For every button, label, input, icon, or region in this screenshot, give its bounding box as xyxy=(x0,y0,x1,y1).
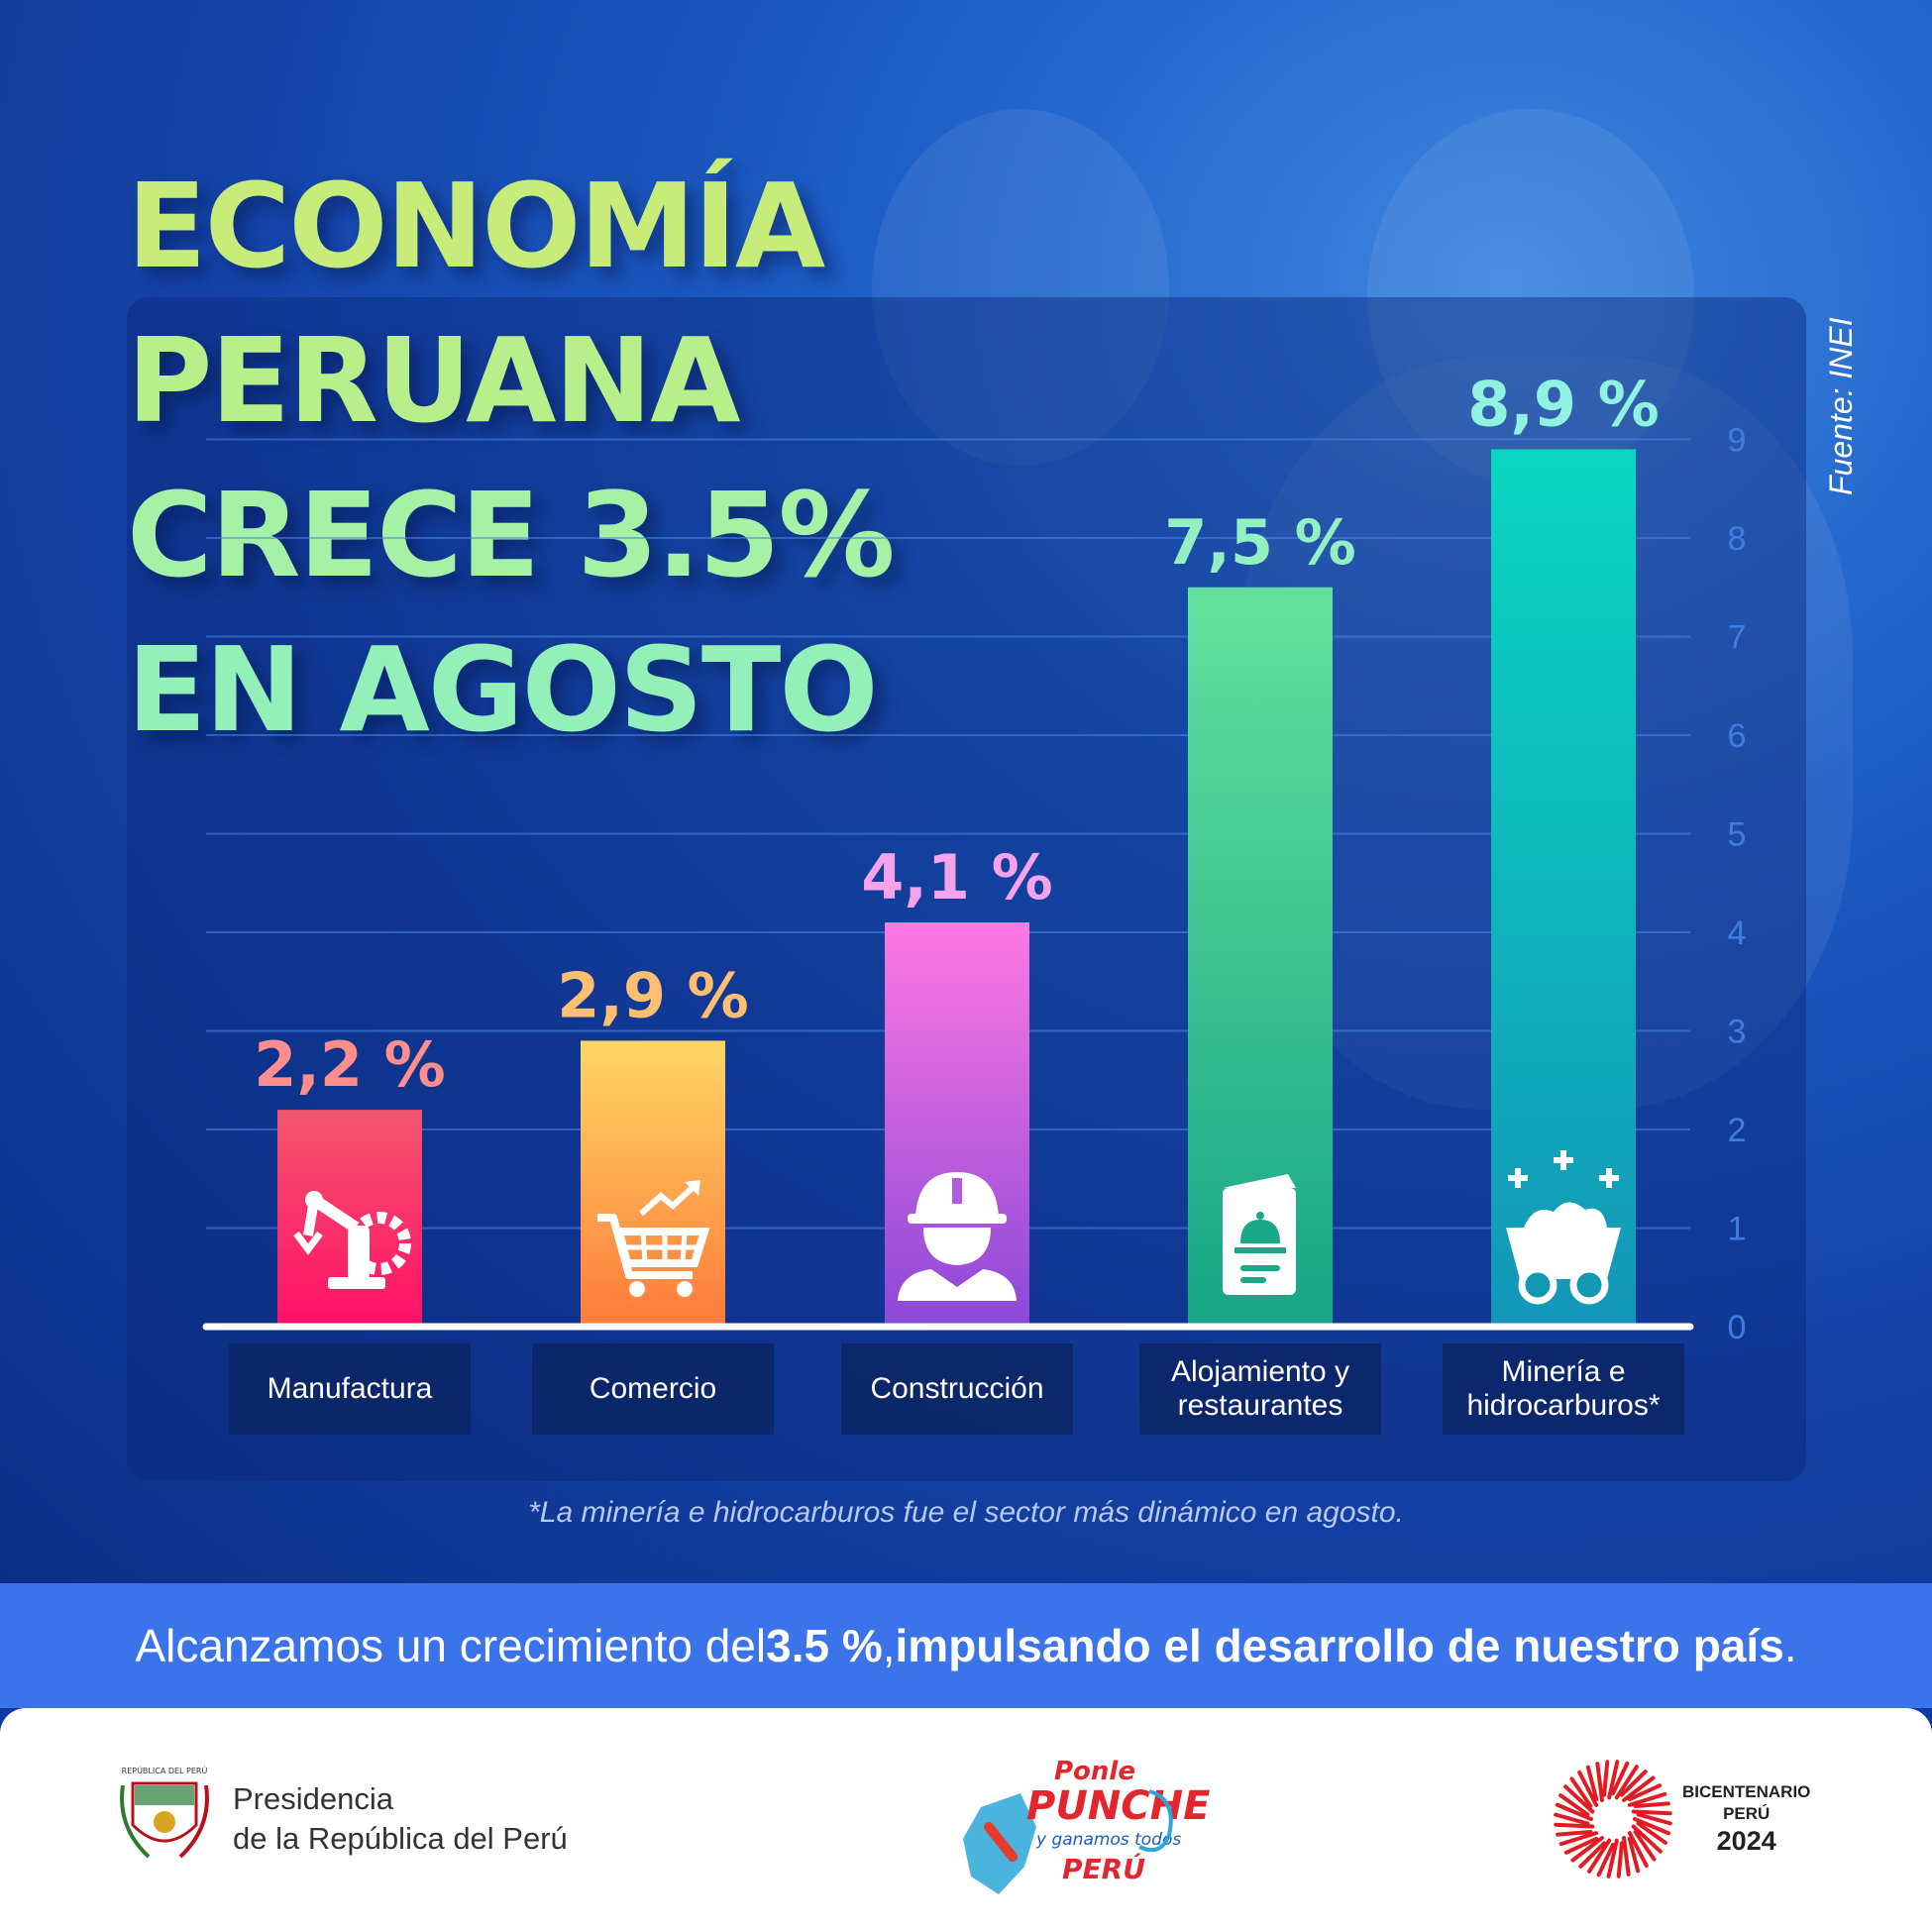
government-line-1: Presidencia xyxy=(233,1781,393,1816)
bicentenario-text: BICENTENARIO PERÚ 2024 xyxy=(1682,1781,1810,1857)
bar-chart: 0 1 2 3 4 5 6 7 8 9 2,2 % 2,9 % 4,1 % 7,5 % 8,9 % xyxy=(202,368,1747,1346)
svg-text:REPÚBLICA DEL PERÚ: REPÚBLICA DEL PERÚ xyxy=(122,1765,208,1775)
svg-text:Ponle: Ponle xyxy=(1054,1757,1135,1786)
data-label: 4,1 % xyxy=(861,841,1053,913)
data-label: 2,9 % xyxy=(557,959,749,1031)
bicentenario-line-1: BICENTENARIO xyxy=(1682,1782,1811,1801)
banner-suffix: . xyxy=(1783,1620,1797,1671)
x-category-label: Manufactura xyxy=(229,1343,471,1435)
banner: Alcanzamos un crecimiento del 3.5 %, imp… xyxy=(0,1583,1932,1708)
y-tick-label: 8 xyxy=(1728,520,1747,558)
y-tick-label: 1 xyxy=(1728,1211,1747,1248)
footnote: *La minería e hidrocarburos fue el secto… xyxy=(528,1496,1404,1529)
data-label: 2,2 % xyxy=(254,1028,446,1101)
government-line-2: de la República del Perú xyxy=(233,1821,568,1856)
bar xyxy=(1491,449,1636,1327)
mine-cart-icon xyxy=(1506,1150,1621,1305)
x-category-label: Comercio xyxy=(532,1343,774,1435)
data-label: 7,5 % xyxy=(1164,506,1356,579)
peru-coat-of-arms-icon: REPÚBLICA DEL PERÚ xyxy=(120,1765,209,1859)
bar xyxy=(885,922,1029,1327)
menu-cloche-icon xyxy=(1223,1174,1296,1295)
government-name: Presidencia de la República del Perú xyxy=(233,1779,568,1859)
svg-text:PERÚ: PERÚ xyxy=(1062,1852,1145,1885)
page-title: ECONOMÍA PERUANA CRECE 3.5% EN AGOSTO xyxy=(127,149,896,767)
x-category-label: Construcción xyxy=(841,1343,1073,1435)
background-person-left xyxy=(872,109,1169,466)
y-tick-label: 7 xyxy=(1728,619,1747,657)
x-category-label: Alojamiento y restaurantes xyxy=(1139,1343,1381,1435)
y-tick-label: 3 xyxy=(1728,1014,1747,1051)
title-line-1: ECONOMÍA xyxy=(127,158,825,294)
svg-text:PUNCHE: PUNCHE xyxy=(1026,1783,1210,1829)
footer: REPÚBLICA DEL PERÚ Ponle PUNCHE y ganamo… xyxy=(0,1708,1932,1932)
y-tick-label: 9 xyxy=(1728,422,1747,460)
banner-prefix: Alcanzamos un crecimiento del xyxy=(135,1620,767,1671)
x-category-label: Minería e hidrocarburos* xyxy=(1443,1343,1684,1435)
y-tick-label: 6 xyxy=(1728,717,1747,755)
banner-bold-tail: impulsando el desarrollo de nuestro país xyxy=(895,1620,1784,1671)
shopping-cart-icon xyxy=(597,1180,710,1297)
title-line-2: PERUANA xyxy=(127,312,741,449)
background-person-right xyxy=(1367,109,1694,485)
svg-text:y ganamos todos: y ganamos todos xyxy=(1035,1830,1181,1850)
y-tick-label: 4 xyxy=(1728,914,1747,952)
bar xyxy=(581,1040,725,1327)
ponle-punche-logo: Ponle PUNCHE y ganamos todos PERÚ xyxy=(963,1757,1210,1894)
worker-helmet-icon xyxy=(898,1172,1017,1301)
robot-arm-gear-icon xyxy=(293,1191,411,1289)
data-label: 8,9 % xyxy=(1467,368,1660,440)
banner-highlight: 3.5 % xyxy=(766,1620,883,1671)
title-line-3: CRECE 3.5% xyxy=(127,467,896,603)
y-tick-label: 0 xyxy=(1728,1309,1747,1346)
banner-middle: , xyxy=(882,1620,896,1671)
footer-logos: REPÚBLICA DEL PERÚ Ponle PUNCHE y ganamo… xyxy=(120,1757,1672,1894)
bicentenario-sun-icon xyxy=(1554,1760,1672,1878)
bicentenario-line-3: 2024 xyxy=(1716,1826,1776,1856)
y-tick-label: 2 xyxy=(1728,1112,1747,1149)
bicentenario-line-2: PERÚ xyxy=(1723,1804,1771,1823)
y-tick-label: 5 xyxy=(1728,816,1747,854)
